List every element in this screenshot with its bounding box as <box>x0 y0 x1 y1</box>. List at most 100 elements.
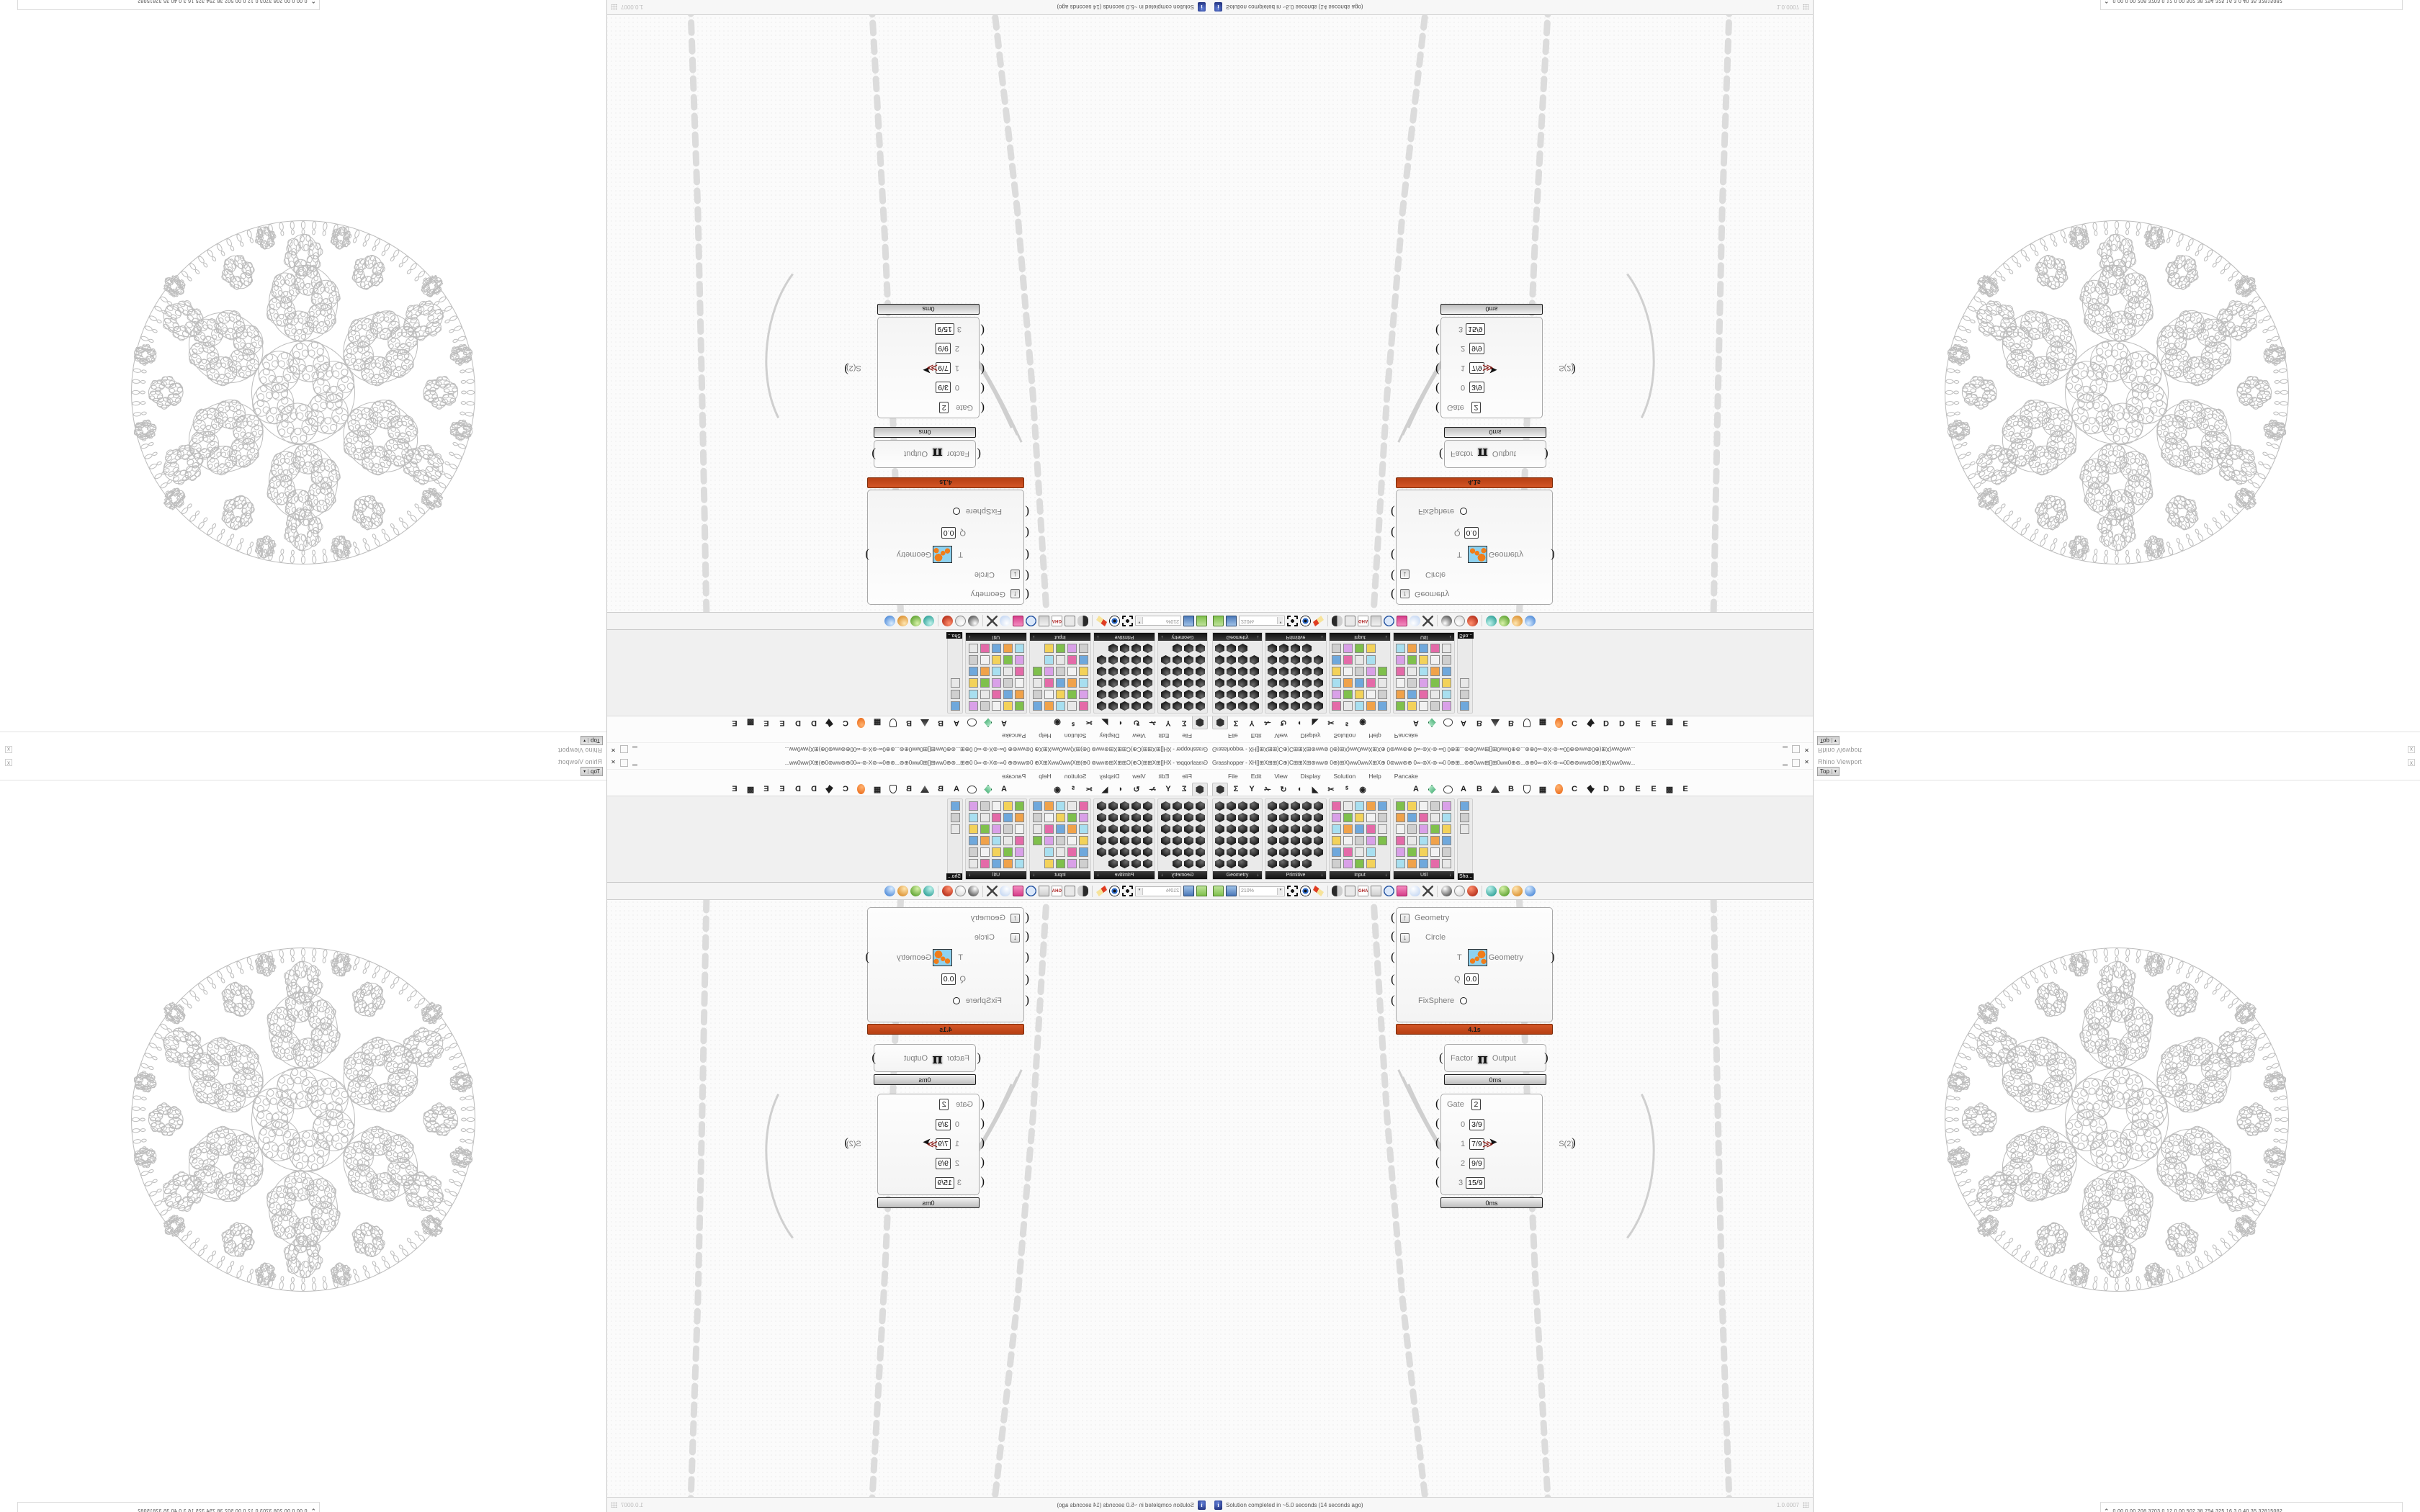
circle-down-arrow-button[interactable]: ↓ <box>1400 932 1410 942</box>
component-icon[interactable] <box>1366 701 1376 711</box>
component-icon[interactable] <box>1142 835 1153 846</box>
component-icon[interactable] <box>1278 801 1289 811</box>
input-nub-2[interactable] <box>978 1159 985 1169</box>
preview-mesh-icon[interactable] <box>1065 886 1075 896</box>
stream-3-field[interactable]: 15/9 <box>1466 1176 1485 1189</box>
component-icon[interactable] <box>1418 801 1429 811</box>
component-icon[interactable] <box>1407 812 1417 823</box>
component-icon[interactable] <box>1237 847 1248 858</box>
component-icon[interactable] <box>1267 689 1278 700</box>
component-icon[interactable] <box>1055 824 1066 834</box>
component-icon[interactable] <box>1377 666 1388 677</box>
component-icon[interactable] <box>1366 858 1376 869</box>
stream-0-field[interactable]: 3/9 <box>936 382 951 394</box>
component-icon[interactable] <box>1290 812 1301 823</box>
component-icon[interactable] <box>1267 801 1278 811</box>
tab-scissors-icon[interactable]: ✂ <box>1085 785 1093 794</box>
tab-letter-d-icon[interactable]: D <box>1603 785 1609 793</box>
profiler-teal-icon[interactable] <box>923 886 934 896</box>
component-icon[interactable] <box>950 824 961 834</box>
circle-down-arrow-button[interactable]: ↓ <box>1400 570 1410 580</box>
component-icon[interactable] <box>1459 689 1470 700</box>
output-nub-output[interactable] <box>1544 448 1551 457</box>
output-nub-s2[interactable] <box>1572 1135 1578 1150</box>
widget-icon[interactable] <box>1013 886 1023 896</box>
component-icon[interactable] <box>1441 812 1452 823</box>
palette-group-label[interactable]: Util ↓ <box>966 633 1026 641</box>
transparency-icon[interactable] <box>1077 616 1088 626</box>
minimize-button[interactable] <box>1781 759 1789 767</box>
component-icon[interactable] <box>1160 801 1171 811</box>
tab-mountain-icon[interactable] <box>917 783 933 796</box>
component-icon[interactable] <box>1407 678 1417 688</box>
pi-node[interactable]: Factor π Output <box>874 440 976 468</box>
component-icon[interactable] <box>1014 654 1025 665</box>
component-icon[interactable] <box>1096 801 1107 811</box>
tab-letter-e3-icon[interactable]: E <box>1682 785 1688 793</box>
component-icon[interactable] <box>1430 701 1440 711</box>
component-icon[interactable] <box>991 701 1002 711</box>
component-icon[interactable] <box>1331 701 1342 711</box>
component-icon[interactable] <box>1343 812 1353 823</box>
save-file-icon[interactable] <box>1183 616 1194 626</box>
input-nub-1[interactable] <box>1435 363 1442 372</box>
component-icon[interactable] <box>1441 835 1452 846</box>
stream-1-field[interactable]: 7/9 <box>1469 1138 1484 1150</box>
component-icon[interactable] <box>1237 812 1248 823</box>
component-icon[interactable] <box>1119 654 1130 665</box>
node-canvas[interactable]: ↑ Geometry ↓ Circle T Geometry Q 0.0 <box>607 900 1210 1497</box>
component-icon[interactable] <box>1003 689 1013 700</box>
component-icon[interactable] <box>1354 654 1365 665</box>
maximize-button[interactable] <box>620 758 628 767</box>
component-icon[interactable] <box>1441 847 1452 858</box>
chevron-down-icon[interactable]: ↓ <box>969 873 971 878</box>
chevron-down-icon[interactable]: ↓ <box>1033 634 1035 639</box>
component-icon[interactable] <box>1078 701 1089 711</box>
component-icon[interactable] <box>1032 824 1043 834</box>
tab-letter-e3-icon[interactable]: E <box>732 719 738 727</box>
component-icon[interactable] <box>1055 654 1066 665</box>
component-icon[interactable] <box>1395 678 1406 688</box>
tab-green-leaf-icon[interactable] <box>980 716 996 729</box>
input-nub-0[interactable] <box>1435 382 1442 392</box>
tab-letter-d2-icon[interactable]: D <box>795 719 801 727</box>
component-icon[interactable] <box>1214 689 1225 700</box>
expand-icon[interactable]: ⌃ <box>310 0 316 4</box>
output-nub-s2[interactable] <box>1572 363 1578 372</box>
component-icon[interactable] <box>1366 847 1376 858</box>
palette-group-label[interactable]: Primitive ↓ <box>1094 633 1155 641</box>
wireframe-preview-icon[interactable] <box>1454 886 1465 896</box>
preview-eye-icon[interactable] <box>1109 886 1120 896</box>
sketch-icon[interactable] <box>1026 616 1036 626</box>
component-icon[interactable] <box>1430 858 1440 869</box>
component-icon[interactable] <box>1395 858 1406 869</box>
preview-mesh-icon[interactable] <box>1345 616 1355 626</box>
tab-green-leaf-icon[interactable] <box>1424 716 1440 729</box>
balloon-icon[interactable] <box>1410 886 1420 896</box>
component-icon[interactable] <box>1032 812 1043 823</box>
tab-grid-icon[interactable]: ▦ <box>1538 718 1547 727</box>
profiler-blue-icon[interactable] <box>1525 886 1536 896</box>
component-icon[interactable] <box>1214 812 1225 823</box>
tab-orange-ellipse-icon[interactable] <box>1551 783 1567 796</box>
component-icon[interactable] <box>1108 701 1119 711</box>
component-icon[interactable] <box>1395 812 1406 823</box>
stream-2-field[interactable]: 9/9 <box>936 1157 951 1169</box>
component-icon[interactable] <box>1459 701 1470 711</box>
tab-white-cloud-icon[interactable] <box>964 783 980 796</box>
component-icon[interactable] <box>1278 689 1289 700</box>
component-icon[interactable] <box>950 678 961 688</box>
menu-item-file[interactable]: File <box>1228 732 1238 740</box>
component-icon[interactable] <box>1267 824 1278 834</box>
component-icon[interactable] <box>1267 666 1278 677</box>
component-icon[interactable] <box>1430 654 1440 665</box>
tab-surface-icon[interactable]: ◖ <box>1296 785 1302 793</box>
component-icon[interactable] <box>1301 678 1312 688</box>
component-icon[interactable] <box>1044 858 1054 869</box>
component-icon[interactable] <box>1214 701 1225 711</box>
q-value-field[interactable]: 0.0 <box>941 527 956 539</box>
shaded-preview-icon[interactable] <box>968 886 979 896</box>
component-icon[interactable] <box>1044 812 1054 823</box>
component-icon[interactable] <box>1237 824 1248 834</box>
component-icon[interactable] <box>1237 801 1248 811</box>
